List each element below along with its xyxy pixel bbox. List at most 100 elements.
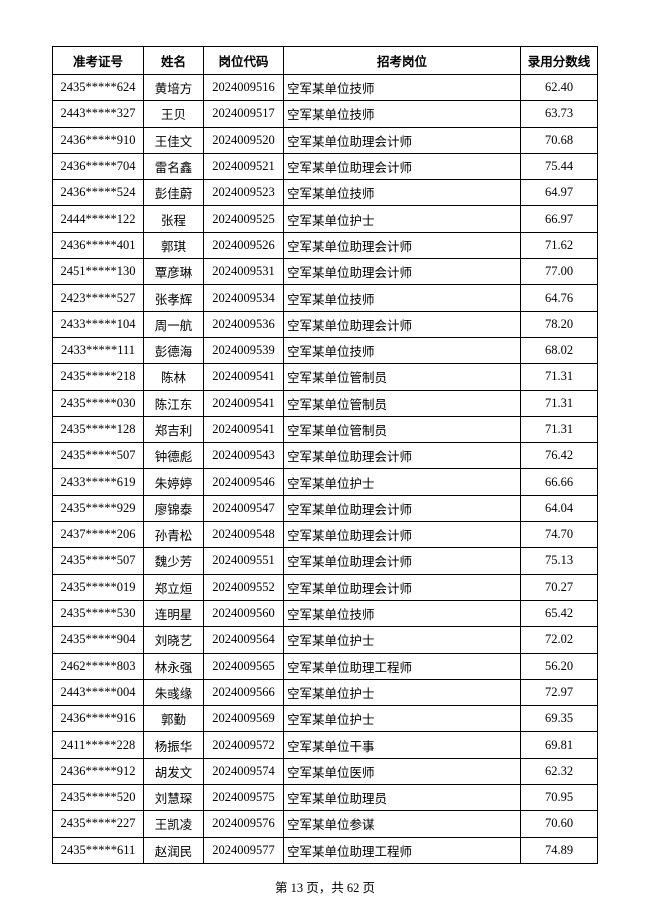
cell-name: 林永强 — [143, 652, 204, 680]
cell-score: 71.31 — [520, 415, 598, 444]
cell-post-code: 2024009574 — [203, 757, 284, 786]
cell-name: 刘晓艺 — [143, 626, 204, 654]
cell-score: 64.76 — [520, 284, 598, 312]
cell-exam-id: 2435*****611 — [52, 836, 144, 864]
cell-post: 空军某单位助理会计师 — [283, 231, 521, 260]
cell-name: 彭佳蔚 — [143, 179, 204, 207]
cell-score: 70.95 — [520, 784, 598, 812]
table-row: 2435*****611 赵润民 2024009577 空军某单位助理工程师 74.89 — [52, 836, 598, 864]
cell-post: 空军某单位管制员 — [283, 389, 521, 417]
cell-score: 63.73 — [520, 100, 598, 128]
table-row: 2411*****228 杨振华 2024009572 空军某单位干事 69.81 — [52, 731, 598, 759]
cell-name: 王贝 — [143, 100, 204, 128]
cell-exam-id: 2435*****929 — [52, 494, 144, 523]
cell-post-code: 2024009541 — [203, 363, 284, 391]
cell-post: 空军某单位助理会计师 — [283, 126, 521, 154]
cell-post-code: 2024009531 — [203, 258, 284, 286]
table-row: 2435*****507 魏少芳 2024009551 空军某单位助理会计师 75.13 — [52, 547, 598, 575]
cell-exam-id: 2436*****524 — [52, 179, 144, 207]
cell-post-code: 2024009539 — [203, 336, 284, 365]
cell-post: 空军某单位助理会计师 — [283, 152, 521, 181]
cell-post: 空军某单位助理会计师 — [283, 494, 521, 523]
cell-score: 65.42 — [520, 599, 598, 628]
cell-score: 74.89 — [520, 836, 598, 864]
table-row: 2435*****520 刘慧琛 2024009575 空军某单位助理员 70.95 — [52, 784, 598, 812]
cell-exam-id: 2437*****206 — [52, 521, 144, 549]
cell-post: 空军某单位助理工程师 — [283, 652, 521, 680]
cell-post: 空军某单位助理员 — [283, 784, 521, 812]
cell-name: 雷名鑫 — [143, 152, 204, 181]
cell-post: 空军某单位管制员 — [283, 415, 521, 444]
cell-post: 空军某单位护士 — [283, 678, 521, 707]
cell-score: 75.13 — [520, 547, 598, 575]
cell-post-code: 2024009534 — [203, 284, 284, 312]
cell-post-code: 2024009526 — [203, 231, 284, 260]
table-row: 2436*****916 郭勤 2024009569 空军某单位护士 69.35 — [52, 705, 598, 733]
cell-post-code: 2024009516 — [203, 73, 284, 102]
cell-post-code: 2024009577 — [203, 836, 284, 864]
table-row: 2435*****030 陈江东 2024009541 空军某单位管制员 71.31 — [52, 389, 598, 417]
cell-score: 62.32 — [520, 757, 598, 786]
cell-exam-id: 2451*****130 — [52, 258, 144, 286]
cell-score: 74.70 — [520, 521, 598, 549]
cell-exam-id: 2435*****507 — [52, 442, 144, 470]
cell-exam-id: 2433*****104 — [52, 310, 144, 338]
table-row: 2451*****130 覃彦琳 2024009531 空军某单位助理会计师 77.00 — [52, 258, 598, 286]
cell-score: 70.60 — [520, 810, 598, 838]
cell-post: 空军某单位技师 — [283, 284, 521, 312]
cell-name: 廖锦泰 — [143, 494, 204, 523]
cell-post: 空军某单位管制员 — [283, 363, 521, 391]
cell-post-code: 2024009572 — [203, 731, 284, 759]
cell-exam-id: 2436*****916 — [52, 705, 144, 733]
cell-exam-id: 2435*****019 — [52, 573, 144, 601]
cell-exam-id: 2435*****227 — [52, 810, 144, 838]
table-header-row: 准考证号 姓名 岗位代码 招考岗位 录用分数线 — [52, 46, 598, 75]
cell-post: 空军某单位助理会计师 — [283, 521, 521, 549]
cell-score: 70.68 — [520, 126, 598, 154]
cell-post-code: 2024009564 — [203, 626, 284, 654]
cell-name: 覃彦琳 — [143, 258, 204, 286]
cell-score: 62.40 — [520, 73, 598, 102]
cell-post: 空军某单位参谋 — [283, 810, 521, 838]
cell-name: 周一航 — [143, 310, 204, 338]
cell-score: 64.97 — [520, 179, 598, 207]
table-row: 2435*****128 郑吉利 2024009541 空军某单位管制员 71.31 — [52, 415, 598, 444]
cell-post: 空军某单位技师 — [283, 336, 521, 365]
cell-score: 56.20 — [520, 652, 598, 680]
cell-post-code: 2024009569 — [203, 705, 284, 733]
cell-name: 郑吉利 — [143, 415, 204, 444]
cell-post: 空军某单位助理会计师 — [283, 442, 521, 470]
cell-post: 空军某单位技师 — [283, 100, 521, 128]
cell-post-code: 2024009547 — [203, 494, 284, 523]
cell-post-code: 2024009560 — [203, 599, 284, 628]
cell-score: 71.62 — [520, 231, 598, 260]
table-row: 2435*****227 王凯凌 2024009576 空军某单位参谋 70.60 — [52, 810, 598, 838]
table-row: 2436*****910 王佳文 2024009520 空军某单位助理会计师 70.68 — [52, 126, 598, 154]
cell-name: 胡发文 — [143, 757, 204, 786]
table-row: 2435*****929 廖锦泰 2024009547 空军某单位助理会计师 64.04 — [52, 494, 598, 523]
table-row: 2435*****530 连明星 2024009560 空军某单位技师 65.42 — [52, 599, 598, 628]
cell-exam-id: 2436*****401 — [52, 231, 144, 260]
cell-exam-id: 2435*****904 — [52, 626, 144, 654]
cell-exam-id: 2436*****912 — [52, 757, 144, 786]
table-row: 2437*****206 孙青松 2024009548 空军某单位助理会计师 74.70 — [52, 521, 598, 549]
cell-name: 朱婷婷 — [143, 468, 204, 496]
header-post: 招考岗位 — [283, 46, 521, 75]
table-row: 2435*****218 陈林 2024009541 空军某单位管制员 71.31 — [52, 363, 598, 391]
cell-post-code: 2024009517 — [203, 100, 284, 128]
cell-exam-id: 2443*****004 — [52, 678, 144, 707]
cell-post-code: 2024009566 — [203, 678, 284, 707]
cell-post-code: 2024009541 — [203, 389, 284, 417]
cell-score: 78.20 — [520, 310, 598, 338]
cell-name: 郑立烜 — [143, 573, 204, 601]
cell-post-code: 2024009536 — [203, 310, 284, 338]
cell-name: 黄培方 — [143, 73, 204, 102]
cell-score: 72.02 — [520, 626, 598, 654]
cell-post: 空军某单位护士 — [283, 205, 521, 233]
cell-exam-id: 2435*****030 — [52, 389, 144, 417]
cell-name: 张孝辉 — [143, 284, 204, 312]
table-row: 2436*****704 雷名鑫 2024009521 空军某单位助理会计师 75.44 — [52, 152, 598, 181]
cell-score: 77.00 — [520, 258, 598, 286]
cell-name: 连明星 — [143, 599, 204, 628]
cell-name: 魏少芳 — [143, 547, 204, 575]
